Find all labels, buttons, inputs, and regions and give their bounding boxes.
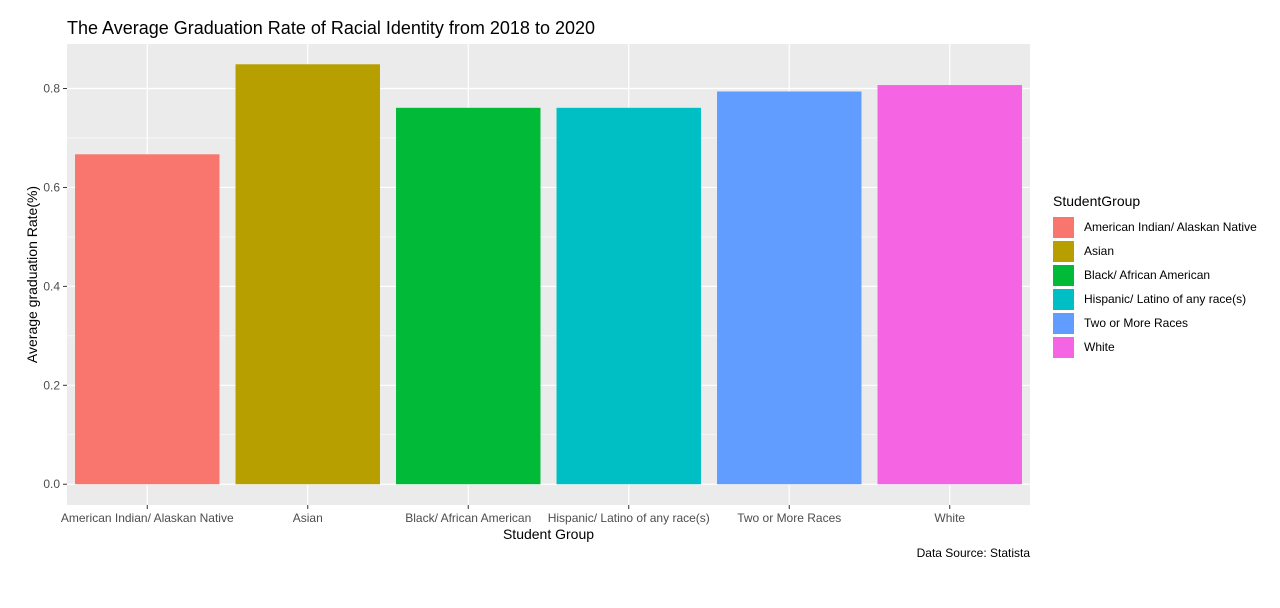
bar [877, 85, 1022, 485]
bar [75, 154, 220, 485]
legend-color-key [1053, 312, 1074, 334]
bar [235, 64, 380, 485]
legend-color-key [1053, 264, 1074, 286]
legend-color-key [1053, 336, 1074, 358]
legend-item: Black/ African American [1053, 263, 1257, 287]
legend-label: White [1084, 340, 1115, 354]
legend-label: Black/ African American [1084, 268, 1211, 282]
legend-item: Two or More Races [1053, 311, 1257, 335]
legend: StudentGroup American Indian/ Alaskan Na… [1053, 193, 1257, 359]
x-axis-title: Student Group [503, 526, 594, 542]
legend-label: Two or More Races [1084, 316, 1189, 330]
data-source-caption: Data Source: Statista [916, 546, 1030, 560]
legend-title: StudentGroup [1053, 193, 1141, 209]
bar [556, 107, 701, 485]
x-tick-label: Hispanic/ Latino of any race(s) [548, 511, 710, 525]
legend-label: Asian [1084, 244, 1115, 258]
y-axis-title: Average graduation Rate(%) [24, 186, 40, 363]
legend-label: American Indian/ Alaskan Native [1084, 220, 1257, 234]
x-tick-label: Two or More Races [737, 511, 841, 525]
bar [396, 107, 541, 485]
x-tick-label: American Indian/ Alaskan Native [61, 511, 234, 525]
bar [717, 91, 862, 485]
legend-items: American Indian/ Alaskan Native Asian Blac… [1053, 215, 1257, 359]
y-tick-label: 0.4 [43, 279, 60, 293]
x-tick-label: Asian [293, 511, 323, 525]
legend-item: Asian [1053, 239, 1257, 263]
y-tick-label: 0.2 [43, 378, 60, 392]
y-tick-label: 0.6 [43, 180, 60, 194]
x-tick-label: Black/ African American [405, 511, 531, 525]
legend-color-key [1053, 216, 1074, 238]
legend-item: American Indian/ Alaskan Native [1053, 215, 1257, 239]
y-tick-label: 0.0 [43, 477, 60, 491]
legend-color-key [1053, 240, 1074, 262]
legend-item: Hispanic/ Latino of any race(s) [1053, 287, 1257, 311]
plot-panel [67, 44, 1030, 505]
legend-label: Hispanic/ Latino of any race(s) [1084, 292, 1247, 306]
chart-title: The Average Graduation Rate of Racial Id… [67, 18, 595, 38]
legend-color-key [1053, 288, 1074, 310]
x-tick-label: White [934, 511, 965, 525]
legend-item: White [1053, 335, 1257, 359]
y-tick-label: 0.8 [43, 82, 60, 96]
